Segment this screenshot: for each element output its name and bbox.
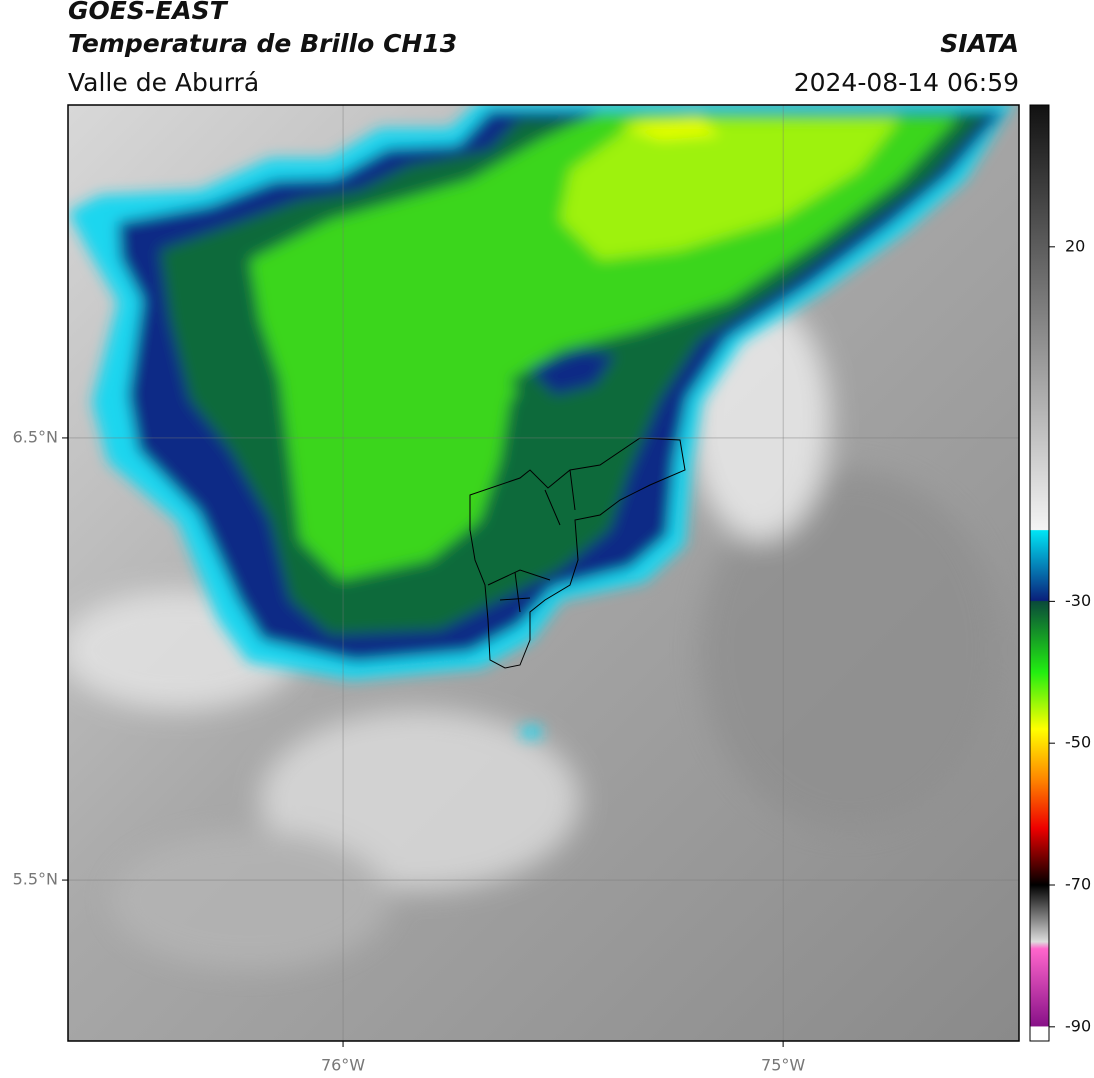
colorbar: 20 -30 -50 -70 -90	[1029, 104, 1091, 1042]
colorbar-label: 20	[1065, 236, 1085, 255]
satellite-image	[68, 105, 1019, 1041]
colorbar-label: -30	[1065, 591, 1091, 610]
y-tick-label: 6.5°N	[13, 427, 58, 446]
title: GOES-EAST	[68, 0, 229, 25]
region: Valle de Aburrá	[68, 68, 259, 97]
datetime: 2024-08-14 06:59	[794, 68, 1019, 97]
x-tick-label: 76°W	[321, 1056, 365, 1075]
map-frame	[67, 104, 1020, 1042]
colorbar-label: -90	[1065, 1016, 1091, 1035]
subtitle: Temperatura de Brillo CH13	[68, 29, 457, 58]
colorbar-fill	[1029, 104, 1050, 1042]
colorbar-label: -50	[1065, 733, 1091, 752]
graticule: 76°W 75°W 6.5°N 5.5°N	[13, 105, 1019, 1075]
source: SIATA	[940, 29, 1019, 58]
colorbar-label: -70	[1065, 875, 1091, 894]
x-tick-label: 75°W	[761, 1056, 805, 1075]
y-tick-label: 5.5°N	[13, 870, 58, 889]
